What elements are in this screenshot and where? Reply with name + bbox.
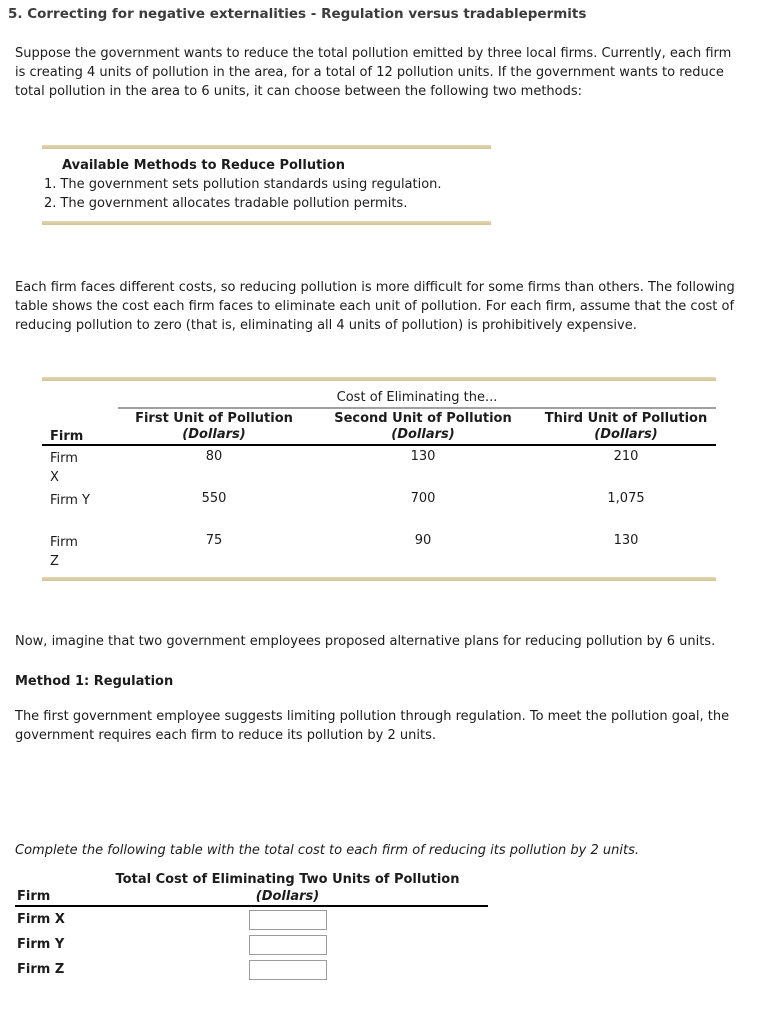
costs-paragraph: Each firm faces different costs, so redu…: [15, 280, 735, 333]
value-cell: 700: [410, 491, 436, 506]
complete-table-instruction: Complete the following table with the to…: [15, 843, 639, 858]
cost-table-column-header-row: Firm First Unit of Pollution (Dollars) S…: [42, 408, 716, 446]
cost-table-group-header: Cost of Eliminating the...: [118, 381, 716, 409]
method-item-number: 2.: [44, 196, 57, 211]
intro-paragraph: Suppose the government wants to reduce t…: [15, 46, 732, 99]
method1-paragraph: The first government employee suggests l…: [15, 709, 730, 743]
value-cell: 210: [613, 449, 639, 464]
first-unit-column-header: First Unit of Pollution (Dollars): [118, 408, 310, 446]
value-cell: 80: [205, 449, 223, 464]
cost-table: Cost of Eliminating the... Firm First Un…: [42, 377, 716, 581]
firm-cell: Firm Y: [42, 488, 118, 530]
regulation-table-title: Total Cost of Eliminating Two Units of P…: [115, 872, 460, 887]
page-title: 5. Correcting for negative externalities…: [8, 6, 587, 22]
methods-heading: Available Methods to Reduce Pollution: [62, 158, 345, 173]
employees-paragraph: Now, imagine that two government employe…: [15, 634, 716, 649]
input-cell: [87, 932, 488, 957]
method-item-text: The government allocates tradable pollut…: [60, 196, 408, 211]
firm-name: Firm Y: [50, 493, 90, 508]
firm-name: Firm Z: [50, 535, 78, 569]
method-item-permits: 2. The government allocates tradable pol…: [42, 194, 491, 213]
value-cell: 130: [613, 533, 639, 548]
method-item-number: 1.: [44, 177, 57, 192]
firm-name: Firm Y: [17, 937, 65, 952]
empty-header-cell: [15, 871, 87, 889]
firm-name: Firm X: [50, 451, 78, 485]
firm-column-header: Firm: [42, 408, 118, 446]
input-cell: [87, 957, 488, 982]
cost-table-bottom-rule: [42, 577, 716, 581]
methods-box-bottom-rule: [42, 221, 491, 225]
firm-name: Firm X: [17, 912, 65, 927]
firm-column-header: Firm: [15, 889, 87, 907]
firm-cell: Firm X: [42, 445, 118, 488]
firm-x-cost-input[interactable]: [248, 909, 327, 930]
second-unit-column-header: Second Unit of Pollution (Dollars): [310, 408, 536, 446]
value-cell: 75: [205, 533, 223, 548]
column-header-units: (Dollars): [391, 427, 455, 442]
firm-cell: Firm Z: [42, 530, 118, 572]
methods-box-top-rule: [42, 145, 491, 149]
table-row-firm-x: Firm X 80 130 210: [42, 445, 716, 488]
input-cell: [87, 906, 488, 932]
column-header-label: Second Unit of Pollution: [334, 411, 512, 426]
third-unit-column-header: Third Unit of Pollution (Dollars): [536, 408, 716, 446]
column-header-units: (Dollars): [594, 427, 658, 442]
value-cell: 550: [201, 491, 227, 506]
regulation-table-title-row: Total Cost of Eliminating Two Units of P…: [15, 871, 488, 889]
value-cell: 1,075: [607, 491, 645, 506]
firm-z-cost-input[interactable]: [248, 959, 327, 980]
dollars-column-header: (Dollars): [87, 889, 488, 907]
firm-y-cost-input[interactable]: [248, 934, 327, 955]
method1-heading: Method 1: Regulation: [15, 674, 174, 689]
firm-name: Firm Z: [17, 962, 65, 977]
homework-page: 5. Correcting for negative externalities…: [8, 6, 767, 982]
table-row-firm-z: Firm Z 75 90 130: [42, 530, 716, 572]
method-item-regulation: 1. The government sets pollution standar…: [42, 175, 491, 194]
methods-box: Available Methods to Reduce Pollution 1.…: [42, 145, 491, 225]
table-row-firm-y: Firm Y 550 700 1,075: [42, 488, 716, 530]
column-header-units: (Dollars): [182, 427, 246, 442]
column-header-label: Third Unit of Pollution: [544, 411, 708, 426]
methods-box-content: Available Methods to Reduce Pollution 1.…: [42, 149, 491, 221]
value-cell: 130: [410, 449, 436, 464]
table-row-firm-z: Firm Z: [15, 957, 488, 982]
method-item-text: The government sets pollution standards …: [60, 177, 442, 192]
table-row-firm-x: Firm X: [15, 906, 488, 932]
cost-table-group-header-row: Cost of Eliminating the...: [42, 381, 716, 409]
table-row-firm-y: Firm Y: [15, 932, 488, 957]
value-cell: 90: [414, 533, 432, 548]
regulation-table: Total Cost of Eliminating Two Units of P…: [15, 871, 767, 982]
column-header-label: First Unit of Pollution: [135, 411, 293, 426]
cost-table-top-rule: [42, 377, 716, 381]
regulation-table-header-row: Firm (Dollars): [15, 889, 488, 907]
empty-header-cell: [42, 381, 118, 408]
